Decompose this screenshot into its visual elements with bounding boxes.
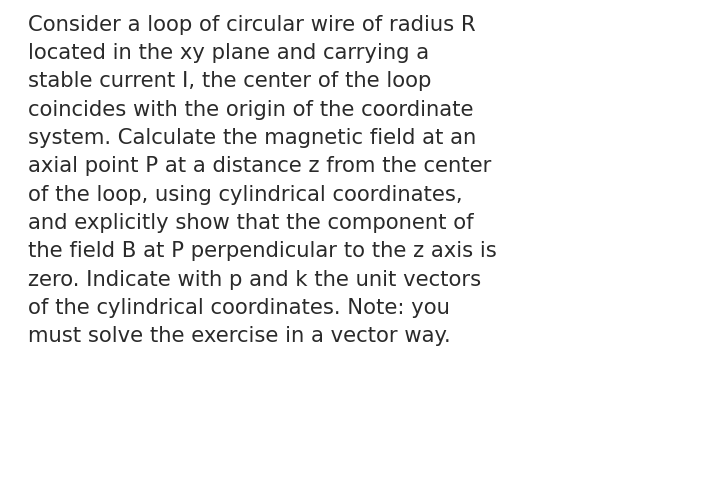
Text: Consider a loop of circular wire of radius R
located in the xy plane and carryin: Consider a loop of circular wire of radi… bbox=[28, 15, 497, 346]
